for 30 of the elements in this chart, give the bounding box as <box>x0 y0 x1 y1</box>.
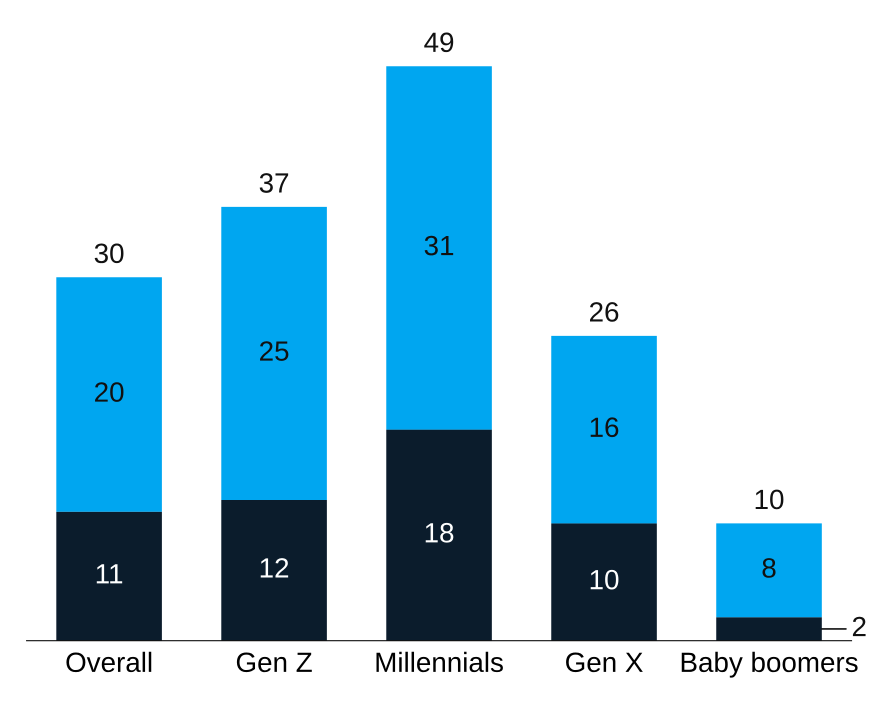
bar <box>56 512 162 641</box>
bar <box>221 206 327 500</box>
bar <box>56 277 162 512</box>
total-label: 37 <box>260 173 288 193</box>
bar <box>551 523 657 641</box>
data-label: 8 <box>762 558 776 578</box>
data-label: 31 <box>424 236 454 256</box>
bar <box>221 500 327 641</box>
data-label: 18 <box>426 522 454 543</box>
total-label: 49 <box>424 32 454 52</box>
bar <box>716 523 822 618</box>
x-tick-label: Gen Z <box>236 652 312 672</box>
bar <box>716 617 822 641</box>
total-label: 30 <box>94 243 124 264</box>
bar <box>386 66 492 430</box>
x-tick-label: Baby boomers <box>682 652 858 678</box>
bar <box>551 336 657 524</box>
total-label: 26 <box>590 302 618 322</box>
total-label: 10 <box>756 490 784 510</box>
data-label: 20 <box>95 382 124 402</box>
data-label: 12 <box>260 558 288 578</box>
x-tick-label: Millennials <box>376 652 503 672</box>
data-label: 2 <box>852 616 866 636</box>
bar <box>386 430 492 641</box>
data-label: 10 <box>590 570 618 590</box>
data-label: 11 <box>96 564 122 584</box>
data-label: 25 <box>260 341 288 361</box>
x-tick-label: Overall <box>66 652 152 672</box>
x-tick-label: Gen X <box>566 652 643 672</box>
data-label: 16 <box>590 417 618 438</box>
